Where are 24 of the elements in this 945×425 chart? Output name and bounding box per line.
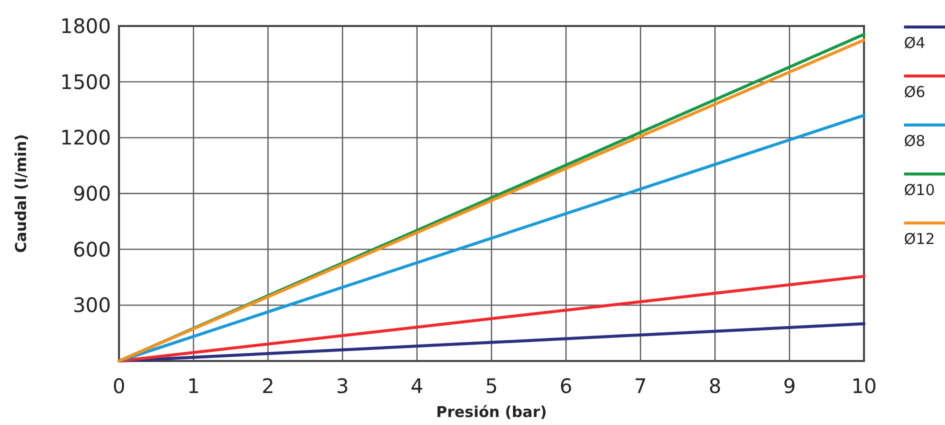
y-tick-label: 300 [72,293,111,318]
x-tick-label: 8 [708,374,722,398]
legend-label: Ø6 [904,83,926,101]
y-tick-label: 900 [72,182,111,206]
x-tick-label: 5 [485,374,498,398]
legend-label: Ø10 [904,181,935,199]
y-tick-label: 1200 [60,126,111,150]
y-axis-title: Caudal (l/min) [12,134,30,253]
y-tick-label: 600 [72,237,111,262]
legend-label: Ø4 [904,34,926,52]
x-tick-label: 7 [634,374,647,398]
x-tick-label: 6 [560,374,572,398]
x-tick-label: 0 [112,374,126,398]
y-tick-label: 1500 [60,70,111,94]
x-axis-title: Presión (bar) [436,403,547,421]
x-tick-label: 3 [336,374,349,398]
x-tick-label: 2 [262,374,274,398]
legend-label: Ø12 [904,230,935,248]
x-tick-label: 9 [783,374,796,398]
legend-label: Ø8 [904,132,926,150]
y-tick-label: 1800 [60,14,111,38]
x-tick-label: 4 [410,374,424,398]
x-tick-label: 1 [187,374,200,398]
x-tick-label: 10 [851,374,877,398]
